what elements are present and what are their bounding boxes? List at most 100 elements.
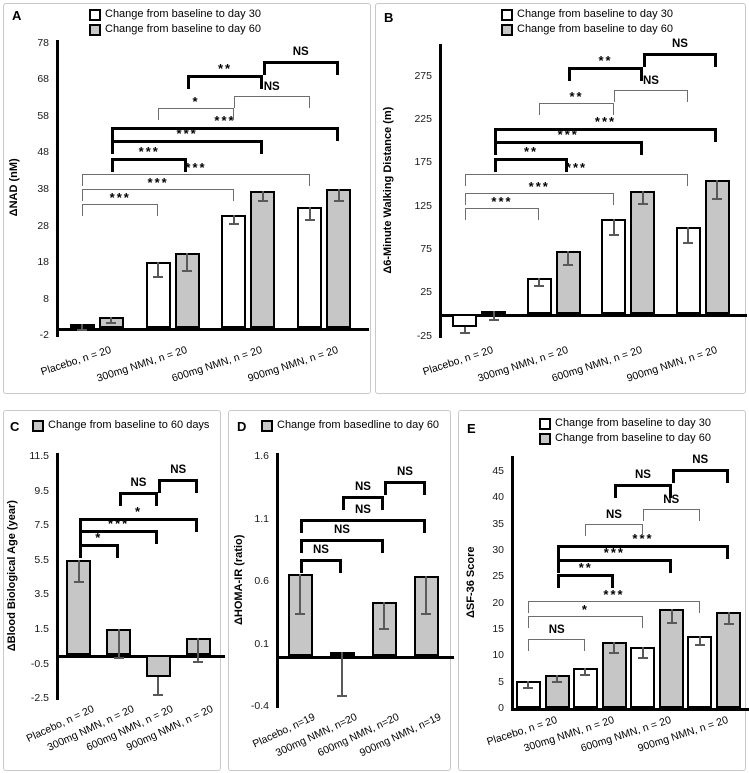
sig-label: *: [134, 504, 143, 520]
sig-label: NS: [130, 477, 147, 490]
error-bar: [670, 608, 673, 624]
sig-bracket: [539, 103, 614, 116]
sig-label: **: [523, 143, 539, 159]
y-axis-line: [56, 40, 59, 338]
error-bar-cap: [113, 657, 124, 660]
legend-label: Change from baseline to 60 days: [48, 419, 210, 431]
y-tick-label: 0.6: [254, 575, 269, 587]
error-bar-cap: [580, 674, 591, 677]
sig-label: NS: [334, 523, 350, 536]
error-bar-cap: [712, 197, 723, 200]
error-bar: [492, 310, 495, 321]
sig-bracket: [300, 558, 342, 573]
x-axis-line: [56, 328, 369, 331]
day60-swatch-icon: [89, 23, 101, 36]
sig-label: **: [569, 89, 584, 105]
sig-label: ***: [185, 160, 207, 176]
error-bar-cap: [683, 241, 694, 244]
bar-day60-group3: [326, 188, 352, 328]
day60-swatch-icon: [261, 419, 273, 432]
sig-bracket: [493, 128, 718, 143]
y-tick-label: 58: [37, 109, 49, 122]
sig-label: ***: [138, 143, 160, 159]
error-bar: [425, 576, 427, 614]
error-bar-cap: [694, 644, 705, 647]
legend: Change from baseline to 60 days: [32, 419, 209, 432]
y-axis-line: [56, 453, 59, 701]
error-bar: [527, 680, 530, 688]
error-bar: [463, 327, 466, 334]
y-tick-label: 15: [492, 622, 504, 635]
error-bar: [299, 573, 301, 614]
error-bar-cap: [193, 660, 204, 663]
sig-label: **: [578, 560, 593, 576]
y-tick-label: -2: [39, 329, 49, 342]
sig-label: ***: [594, 114, 617, 130]
error-bar-cap: [637, 656, 648, 659]
sig-label: ***: [632, 530, 654, 546]
sig-bracket: [493, 157, 569, 172]
error-bar: [641, 647, 644, 658]
legend-label: Change from baseline to day 60: [517, 23, 673, 35]
sig-bracket: [614, 484, 672, 499]
error-bar: [232, 214, 235, 224]
error-bar-cap: [153, 275, 164, 278]
error-bar-cap: [73, 581, 84, 584]
day60-swatch-icon: [32, 419, 44, 432]
y-tick-label: 38: [37, 182, 49, 195]
error-bar: [157, 677, 160, 695]
sig-label: ***: [491, 193, 513, 209]
y-tick-label: 45: [492, 464, 504, 477]
sig-bracket: [642, 53, 718, 68]
error-bar-cap: [637, 202, 648, 205]
sig-label: NS: [313, 543, 329, 556]
legend-label: Change from baseline to day 30: [555, 417, 711, 429]
sig-bracket: [111, 157, 188, 172]
error-bar-cap: [666, 622, 677, 625]
y-axis-line: [511, 456, 514, 710]
bar-day30-group3: [687, 636, 713, 708]
panel-B: B Change from baseline to day 30 Change f…: [375, 3, 747, 394]
sig-bracket: [642, 508, 700, 521]
sig-bracket: [78, 518, 199, 533]
bar-day30-group1: [145, 262, 171, 328]
legend-entry: Change from baseline to day 30: [89, 8, 261, 21]
legend-entry: Change from baseline to 60 days: [32, 419, 209, 432]
legend-label: Change from baseline to day 60: [555, 432, 711, 444]
error-bar: [337, 188, 340, 201]
day30-swatch-icon: [501, 8, 513, 21]
bar-day30-group3: [297, 207, 323, 328]
y-tick-label: -0.5: [30, 657, 49, 670]
sig-label: ***: [565, 159, 588, 175]
bar-day60-group2: [630, 190, 656, 314]
sig-bracket: [464, 207, 540, 220]
error-bar: [77, 559, 80, 583]
y-axis-line: [276, 453, 279, 708]
sig-bracket: [671, 469, 729, 484]
legend: Change from baseline to day 30 Change fro…: [501, 8, 673, 36]
sig-bracket: [557, 559, 672, 574]
error-bar-cap: [563, 263, 574, 266]
sig-bracket: [528, 615, 643, 628]
panel-letter: A: [12, 8, 22, 23]
error-bar-cap: [257, 199, 268, 202]
bar-day30-group2: [221, 214, 247, 328]
sig-bracket: [342, 496, 384, 510]
error-bar-cap: [421, 612, 431, 615]
error-bar-cap: [337, 695, 347, 697]
error-bar: [110, 317, 113, 323]
y-tick-label: 68: [37, 73, 49, 86]
bar-day60-group2: [250, 190, 276, 328]
x-axis-line: [56, 655, 225, 658]
y-tick-label: -2.5: [30, 692, 49, 705]
sig-bracket: [78, 544, 119, 559]
error-bar: [341, 652, 343, 696]
error-bar-cap: [552, 680, 563, 683]
legend-label: Change from basedline to day 60: [277, 419, 440, 431]
sig-bracket: [528, 639, 586, 652]
error-bar-cap: [295, 612, 305, 615]
error-bar: [197, 637, 200, 662]
sig-label: ***: [176, 125, 198, 141]
sig-bracket: [158, 478, 199, 493]
